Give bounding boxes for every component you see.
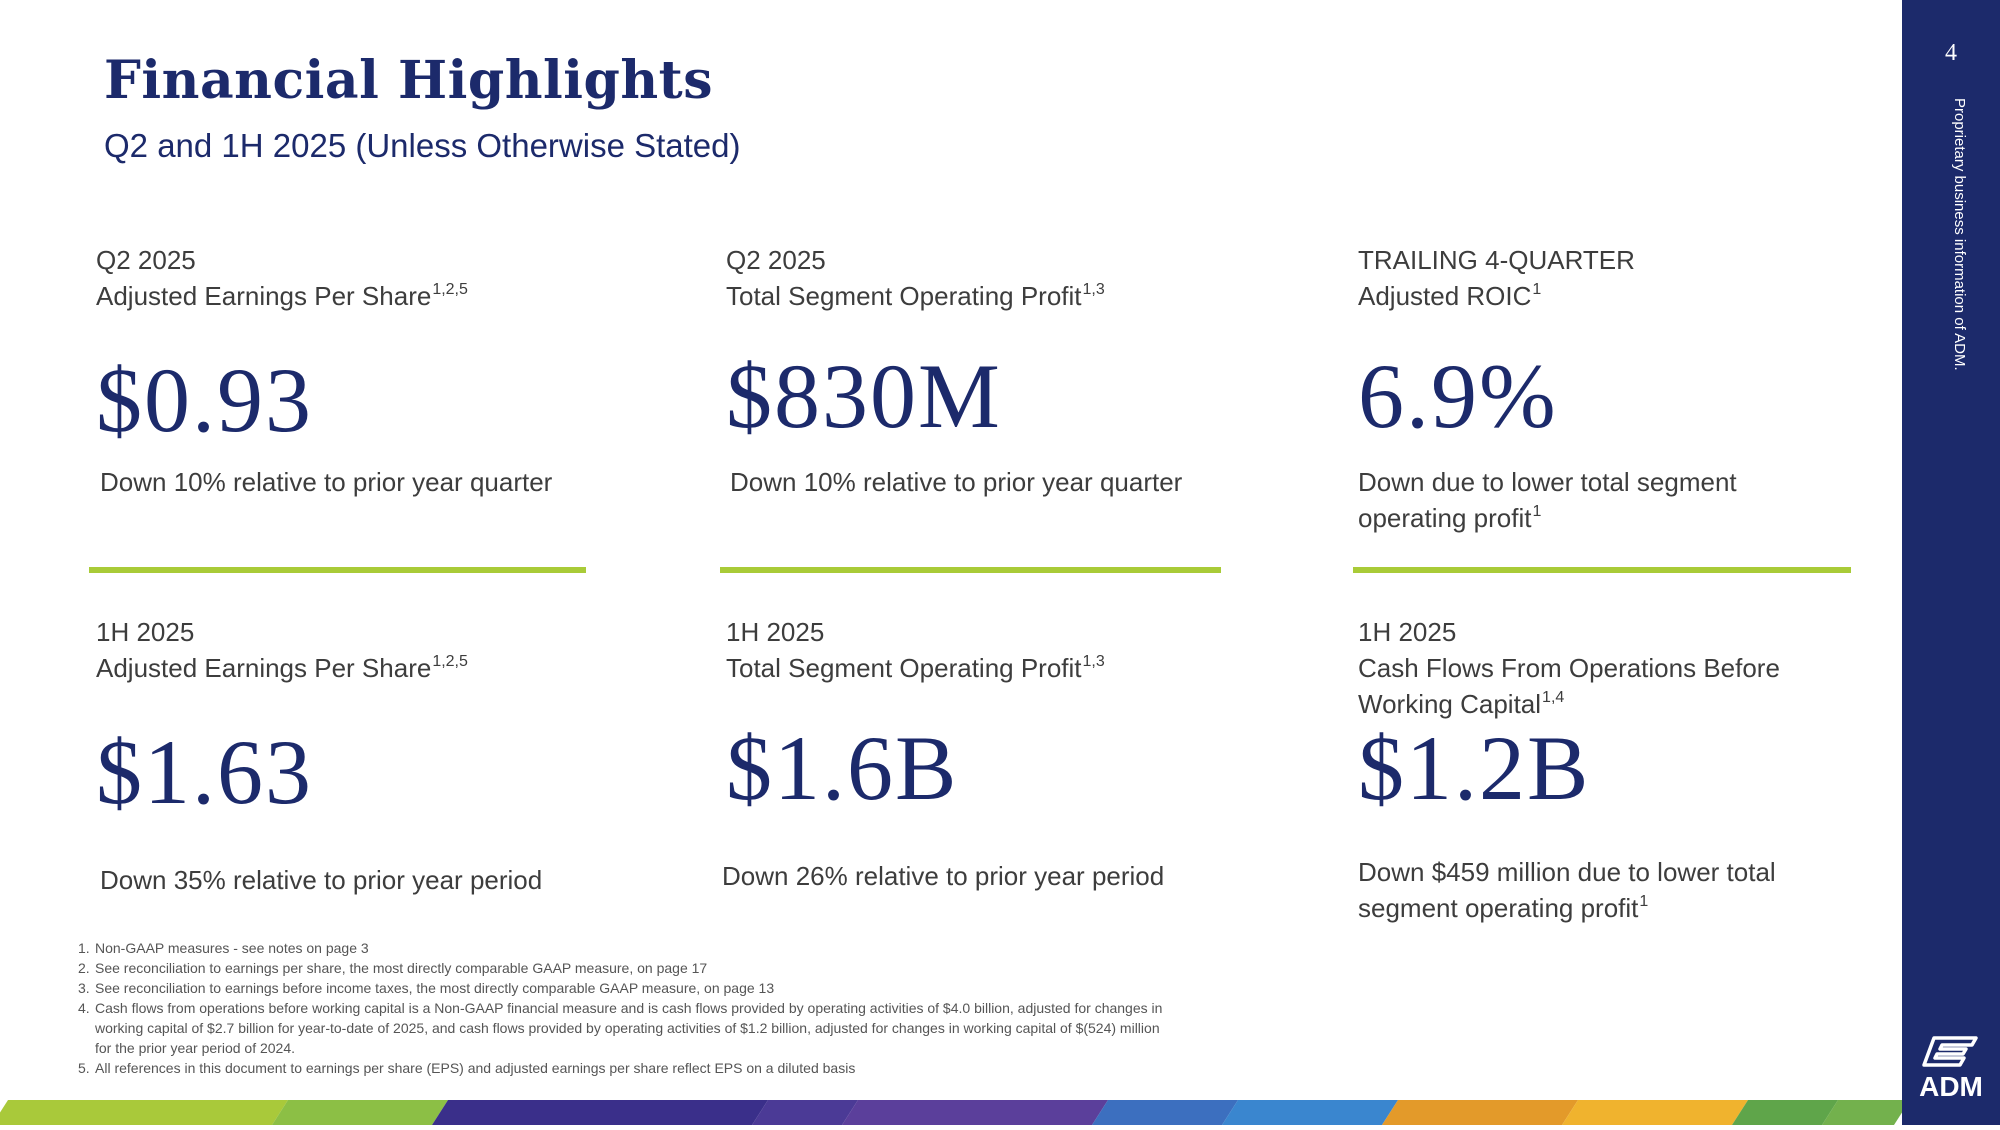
- stripe-segment: [1222, 1100, 1398, 1125]
- stripe-segment: [1562, 1100, 1748, 1125]
- sidebar: 4 Proprietary business information of AD…: [1902, 0, 2000, 1125]
- metric-label: Q2 2025 Total Segment Operating Profit1,…: [726, 245, 1105, 311]
- adm-logo-icon: [1922, 1036, 1978, 1067]
- footnote-ref: 1: [1639, 893, 1649, 910]
- metric-description: Down 26% relative to prior year period: [722, 861, 1165, 891]
- color-stripe: [0, 1100, 1910, 1125]
- footnote: 5. All references in this document to ear…: [78, 1060, 856, 1076]
- stripe-segment: [1382, 1100, 1578, 1125]
- metric-description: Down $459 million due to lower total seg…: [1358, 857, 1776, 923]
- page-title: Financial Highlights: [104, 50, 713, 111]
- divider-line: [1353, 567, 1851, 573]
- metric-value: $1.2B: [1358, 717, 1591, 819]
- divider-line: [89, 567, 586, 573]
- stripe-segment: [272, 1100, 448, 1125]
- footnote-ref: 1: [1532, 503, 1542, 520]
- metric-card-roic: TRAILING 4-QUARTER Adjusted ROIC1 6.9% D…: [1358, 242, 1918, 582]
- footnote-ref: 1,2,5: [432, 653, 468, 670]
- metric-label: Q2 2025 Adjusted Earnings Per Share1,2,5: [96, 245, 468, 311]
- metric-label: TRAILING 4-QUARTER Adjusted ROIC1: [1358, 245, 1635, 311]
- footnote-ref: 1,3: [1082, 653, 1105, 670]
- stripe-segment: [1092, 1100, 1238, 1125]
- stripe-segment: [0, 1100, 288, 1125]
- metric-description: Down 10% relative to prior year quarter: [100, 467, 553, 497]
- metric-label: 1H 2025 Adjusted Earnings Per Share1,2,5: [96, 617, 468, 683]
- metric-card-1h-eps: 1H 2025 Adjusted Earnings Per Share1,2,5…: [96, 614, 656, 954]
- metric-card-q2-eps: Q2 2025 Adjusted Earnings Per Share1,2,5…: [96, 242, 656, 582]
- page-subtitle: Q2 and 1H 2025 (Unless Otherwise Stated): [104, 127, 741, 164]
- metric-value: $0.93: [96, 349, 313, 451]
- stripe-segment: [752, 1100, 858, 1125]
- metric-label: 1H 2025 Cash Flows From Operations Befor…: [1358, 617, 1780, 719]
- footnote-ref: 1,3: [1082, 281, 1105, 298]
- metric-value: $830M: [726, 345, 1002, 447]
- metric-value: $1.63: [96, 721, 313, 823]
- adm-logo: ADM: [1912, 1032, 1990, 1103]
- divider-line: [720, 567, 1221, 573]
- metric-card-cash-flows: 1H 2025 Cash Flows From Operations Befor…: [1358, 614, 1918, 954]
- stripe-segment: [1822, 1100, 1910, 1125]
- metric-card-1h-segment-profit: 1H 2025 Total Segment Operating Profit1,…: [722, 614, 1286, 954]
- metric-value: 6.9%: [1358, 345, 1558, 447]
- logo-text: ADM: [1919, 1071, 1983, 1102]
- stripe-segment: [1732, 1100, 1838, 1125]
- footnote: 3. See reconciliation to earnings before …: [78, 980, 775, 996]
- footnote-ref: 1,2,5: [432, 281, 468, 298]
- proprietary-notice: Proprietary business information of ADM.: [1951, 98, 1968, 371]
- metric-label: 1H 2025 Total Segment Operating Profit1,…: [726, 617, 1105, 683]
- footnote: 2. See reconciliation to earnings per sha…: [78, 960, 708, 976]
- footnote: 1. Non-GAAP measures - see notes on page …: [78, 940, 369, 956]
- metric-value: $1.6B: [726, 717, 959, 819]
- footnote: 4. Cash flows from operations before work…: [78, 1000, 1163, 1056]
- footnote-ref: 1: [1532, 281, 1542, 298]
- page-number: 4: [1945, 40, 1957, 66]
- metric-description: Down due to lower total segment operatin…: [1358, 467, 1737, 533]
- color-stripe-graphic: [0, 1100, 1910, 1125]
- stripe-segment: [842, 1100, 1108, 1125]
- metric-card-q2-segment-profit: Q2 2025 Total Segment Operating Profit1,…: [726, 242, 1286, 582]
- stripe-segment: [432, 1100, 768, 1125]
- metric-description: Down 10% relative to prior year quarter: [730, 467, 1183, 497]
- footnotes: 1. Non-GAAP measures - see notes on page …: [78, 938, 1175, 1078]
- metric-description: Down 35% relative to prior year period: [100, 865, 543, 895]
- footnote-ref: 1,4: [1542, 689, 1565, 706]
